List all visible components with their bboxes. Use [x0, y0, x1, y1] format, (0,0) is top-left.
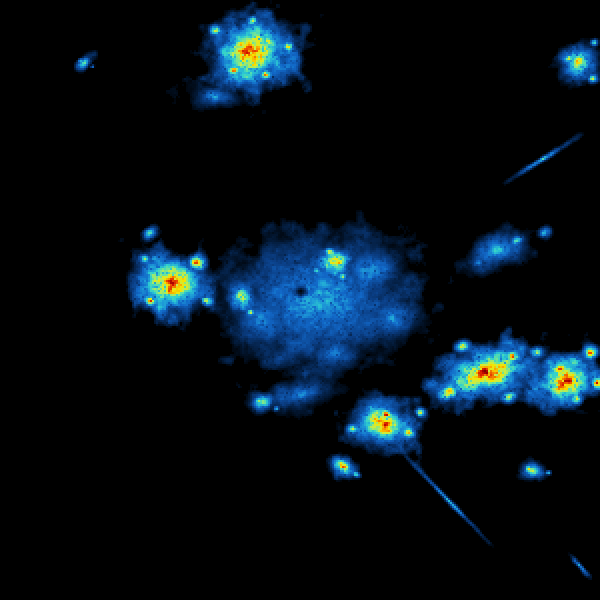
- radar-image-viewport: [0, 0, 600, 600]
- radar-reflectivity-canvas: [0, 0, 600, 600]
